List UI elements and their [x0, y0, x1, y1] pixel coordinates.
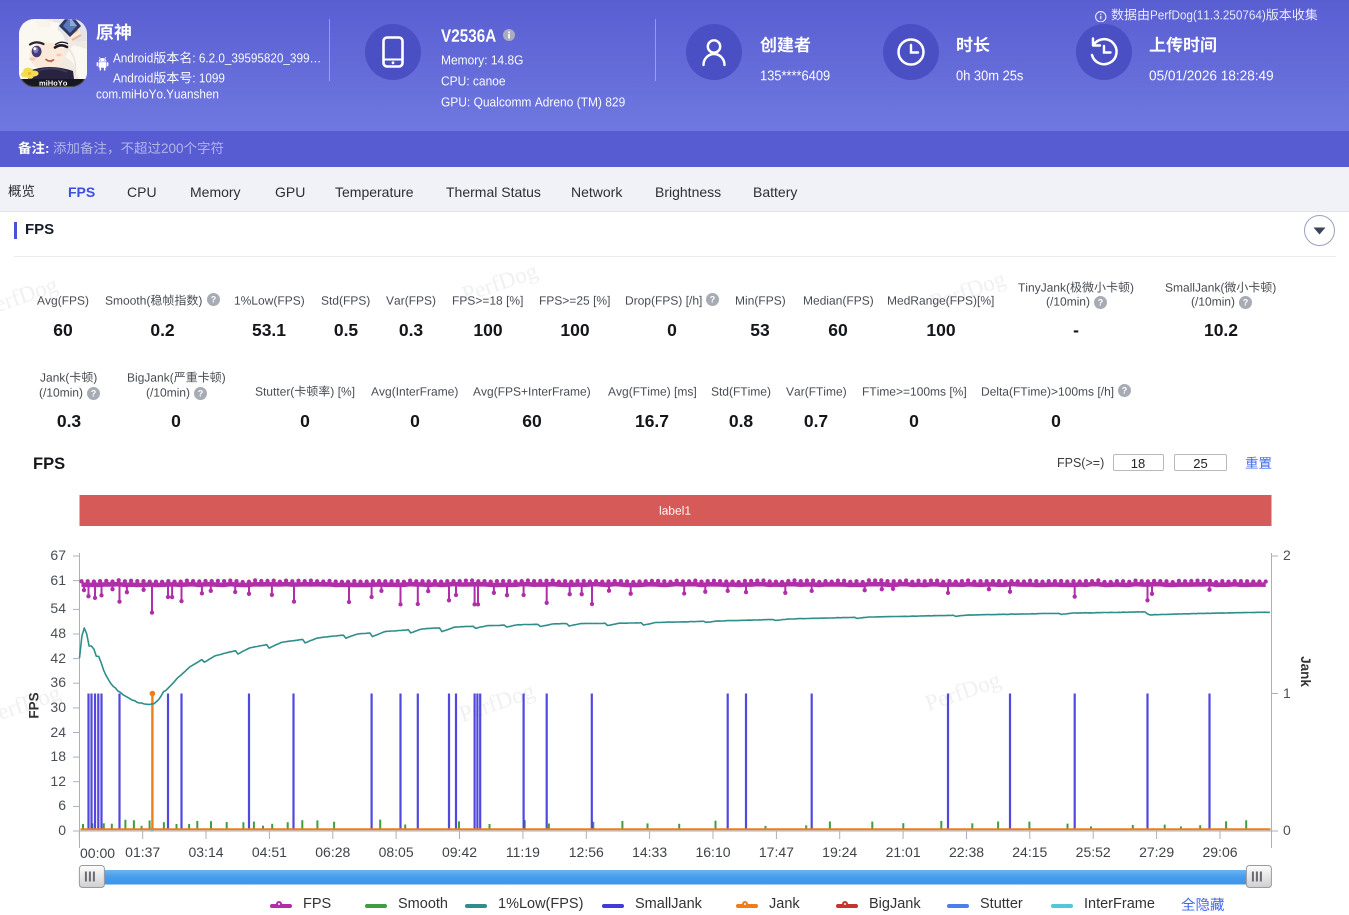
svg-text:?: ? [210, 295, 216, 305]
svg-text:?: ? [1242, 298, 1248, 308]
svg-text:?: ? [1097, 298, 1103, 308]
svg-text:?: ? [1122, 385, 1128, 395]
svg-text:?: ? [710, 295, 716, 305]
svg-text:?: ? [90, 388, 96, 398]
svg-text:?: ? [197, 388, 203, 398]
